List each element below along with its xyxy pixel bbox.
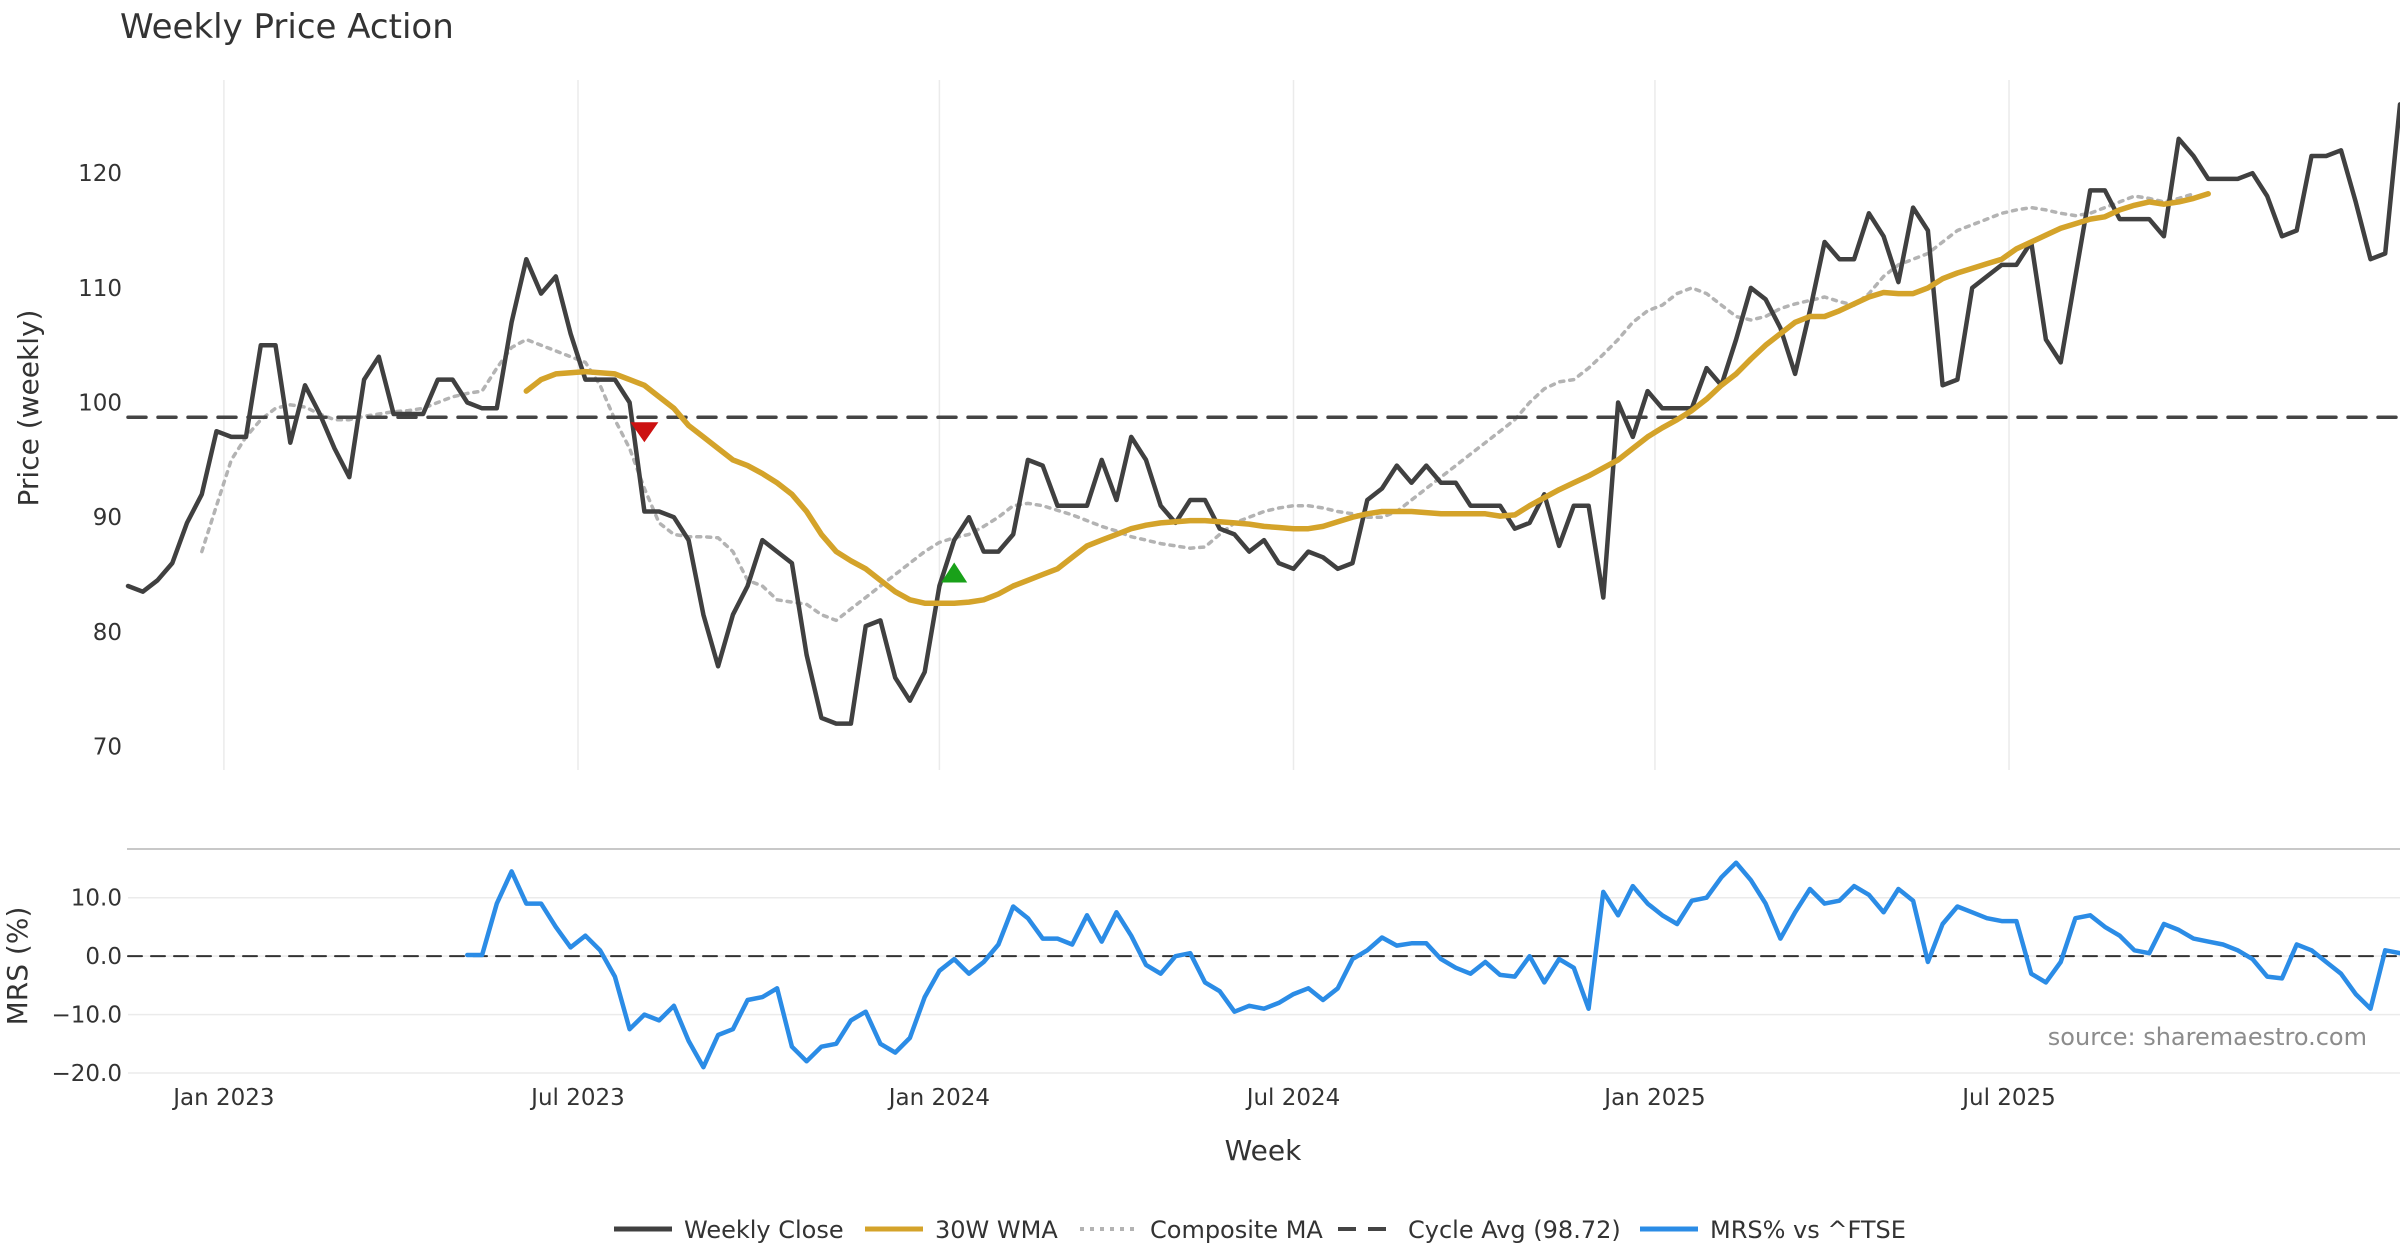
wma-30w-line <box>523 191 2211 606</box>
price-y-axis-label: Price (weekly) <box>12 310 45 507</box>
x-tick-label: Jul 2025 <box>1960 1085 2056 1111</box>
legend-label: 30W WMA <box>935 1216 1058 1244</box>
x-tick-label: Jul 2023 <box>529 1085 625 1111</box>
legend-label: Composite MA <box>1150 1216 1323 1244</box>
sell-signal-marker <box>630 422 659 443</box>
x-tick-label: Jul 2024 <box>1245 1085 1341 1111</box>
price-y-tick-label: 100 <box>78 391 122 417</box>
weekly-close-line <box>125 102 2400 726</box>
price-y-tick-label: 120 <box>78 161 122 187</box>
price-y-tick-label: 80 <box>93 620 122 646</box>
source-note: source: sharemaestro.com <box>2048 1023 2367 1051</box>
legend-label: MRS% vs ^FTSE <box>1710 1216 1906 1244</box>
buy-signal-marker <box>941 562 968 583</box>
price-y-tick-label: 70 <box>93 735 122 761</box>
x-tick-label: Jan 2023 <box>171 1085 274 1111</box>
legend-label: Cycle Avg (98.72) <box>1408 1216 1621 1244</box>
legend-item: Weekly Close <box>614 1216 844 1244</box>
legend-item: Composite MA <box>1080 1216 1323 1244</box>
legend-item: 30W WMA <box>865 1216 1058 1244</box>
mrs-line <box>465 860 2400 1070</box>
mrs-y-tick-label: −20.0 <box>52 1061 122 1087</box>
price-y-tick-label: 90 <box>93 505 122 531</box>
x-axis-label: Week <box>1225 1134 1302 1167</box>
x-tick-label: Jan 2024 <box>887 1085 990 1111</box>
mrs-y-tick-label: 10.0 <box>71 886 122 912</box>
x-tick-label: Jan 2025 <box>1602 1085 1705 1111</box>
mrs-y-tick-label: 0.0 <box>85 944 122 970</box>
price-y-tick-label: 110 <box>78 276 122 302</box>
legend-item: MRS% vs ^FTSE <box>1640 1216 1906 1244</box>
mrs-y-tick-label: −10.0 <box>52 1003 122 1029</box>
legend-item: Cycle Avg (98.72) <box>1338 1216 1621 1244</box>
legend-label: Weekly Close <box>684 1216 844 1244</box>
mrs-y-axis-label: MRS (%) <box>1 907 34 1026</box>
composite-ma-line <box>200 192 2196 623</box>
chart-title: Weekly Price Action <box>120 7 454 47</box>
